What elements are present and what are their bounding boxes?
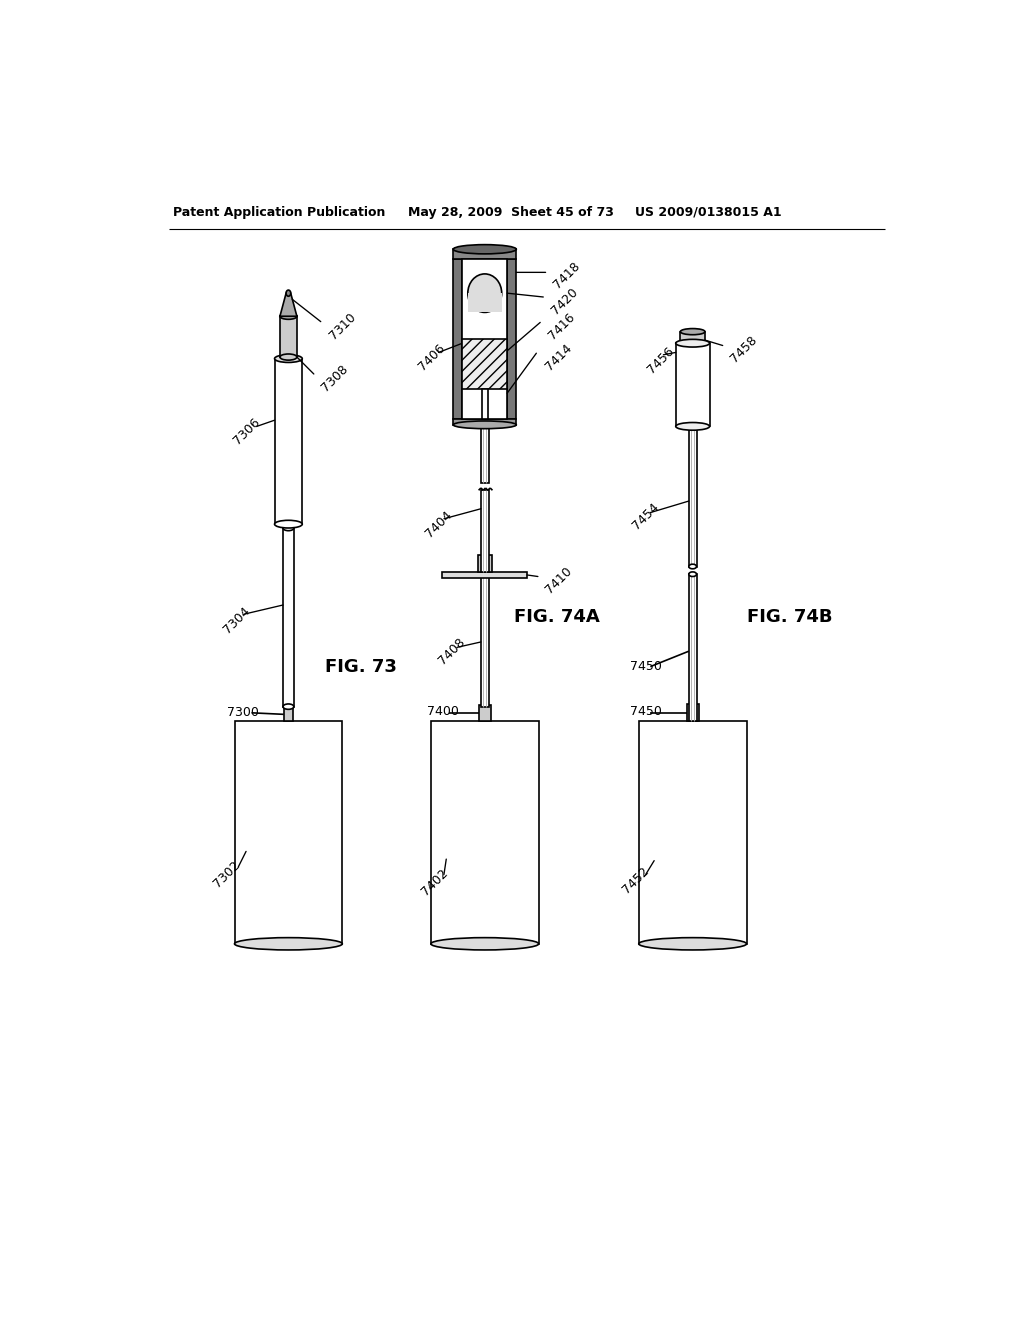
Bar <box>431 721 539 944</box>
Bar <box>481 574 488 706</box>
Text: 7456: 7456 <box>645 345 677 376</box>
Ellipse shape <box>689 564 696 569</box>
Ellipse shape <box>454 244 516 253</box>
Text: 7452: 7452 <box>620 865 651 896</box>
Ellipse shape <box>280 354 297 360</box>
Text: FIG. 73: FIG. 73 <box>325 657 396 676</box>
Bar <box>686 704 698 721</box>
Text: 7414: 7414 <box>544 342 574 372</box>
Text: 7408: 7408 <box>435 635 467 667</box>
Bar <box>454 259 463 418</box>
Bar <box>463 339 507 389</box>
Text: US 2009/0138015 A1: US 2009/0138015 A1 <box>635 206 781 219</box>
Bar <box>481 490 488 572</box>
Ellipse shape <box>468 275 502 313</box>
Text: 7400: 7400 <box>427 705 459 718</box>
Text: 7302: 7302 <box>211 859 243 890</box>
Bar <box>454 249 516 259</box>
Ellipse shape <box>454 421 516 429</box>
Bar <box>689 574 696 721</box>
Text: 7404: 7404 <box>423 508 455 540</box>
Bar <box>280 317 297 358</box>
Bar <box>468 293 502 313</box>
Bar <box>481 420 488 483</box>
Text: FIG. 74B: FIG. 74B <box>746 607 833 626</box>
Bar <box>442 572 527 578</box>
Bar <box>463 259 507 418</box>
Ellipse shape <box>280 313 297 319</box>
Text: May 28, 2009  Sheet 45 of 73: May 28, 2009 Sheet 45 of 73 <box>408 206 613 219</box>
Ellipse shape <box>680 329 705 335</box>
Ellipse shape <box>676 422 710 430</box>
Text: 7450: 7450 <box>630 705 662 718</box>
Ellipse shape <box>286 290 291 296</box>
Text: 7458: 7458 <box>728 334 760 366</box>
Text: 7410: 7410 <box>543 565 574 597</box>
Ellipse shape <box>234 937 342 950</box>
Bar <box>274 359 302 524</box>
Bar <box>481 389 487 418</box>
Ellipse shape <box>283 704 294 709</box>
Bar <box>454 418 516 425</box>
Polygon shape <box>280 293 297 317</box>
Text: Patent Application Publication: Patent Application Publication <box>173 206 385 219</box>
Text: 7418: 7418 <box>551 260 583 292</box>
Text: 7420: 7420 <box>549 285 581 317</box>
Text: 7406: 7406 <box>416 342 447 372</box>
Text: 7454: 7454 <box>630 500 662 532</box>
Ellipse shape <box>639 937 746 950</box>
Bar <box>507 259 516 418</box>
Bar <box>284 706 293 721</box>
Ellipse shape <box>431 937 539 950</box>
Text: 7306: 7306 <box>230 416 262 447</box>
Bar <box>639 721 746 944</box>
Bar <box>478 705 490 721</box>
Bar <box>676 343 710 426</box>
Text: FIG. 74A: FIG. 74A <box>514 607 600 626</box>
Ellipse shape <box>274 520 302 528</box>
Text: 7308: 7308 <box>318 362 350 393</box>
Ellipse shape <box>676 339 710 347</box>
Bar <box>283 528 294 706</box>
Ellipse shape <box>274 355 302 363</box>
Bar <box>234 721 342 944</box>
Text: 7310: 7310 <box>327 310 358 342</box>
Bar <box>689 428 696 566</box>
Bar <box>478 554 492 572</box>
Text: 7300: 7300 <box>226 706 259 719</box>
Bar <box>680 331 705 345</box>
Text: 7402: 7402 <box>419 866 451 898</box>
Ellipse shape <box>283 525 294 531</box>
Text: 7450: 7450 <box>630 660 662 673</box>
Text: 7304: 7304 <box>221 605 253 636</box>
Ellipse shape <box>689 572 696 577</box>
Text: 7416: 7416 <box>547 310 578 342</box>
